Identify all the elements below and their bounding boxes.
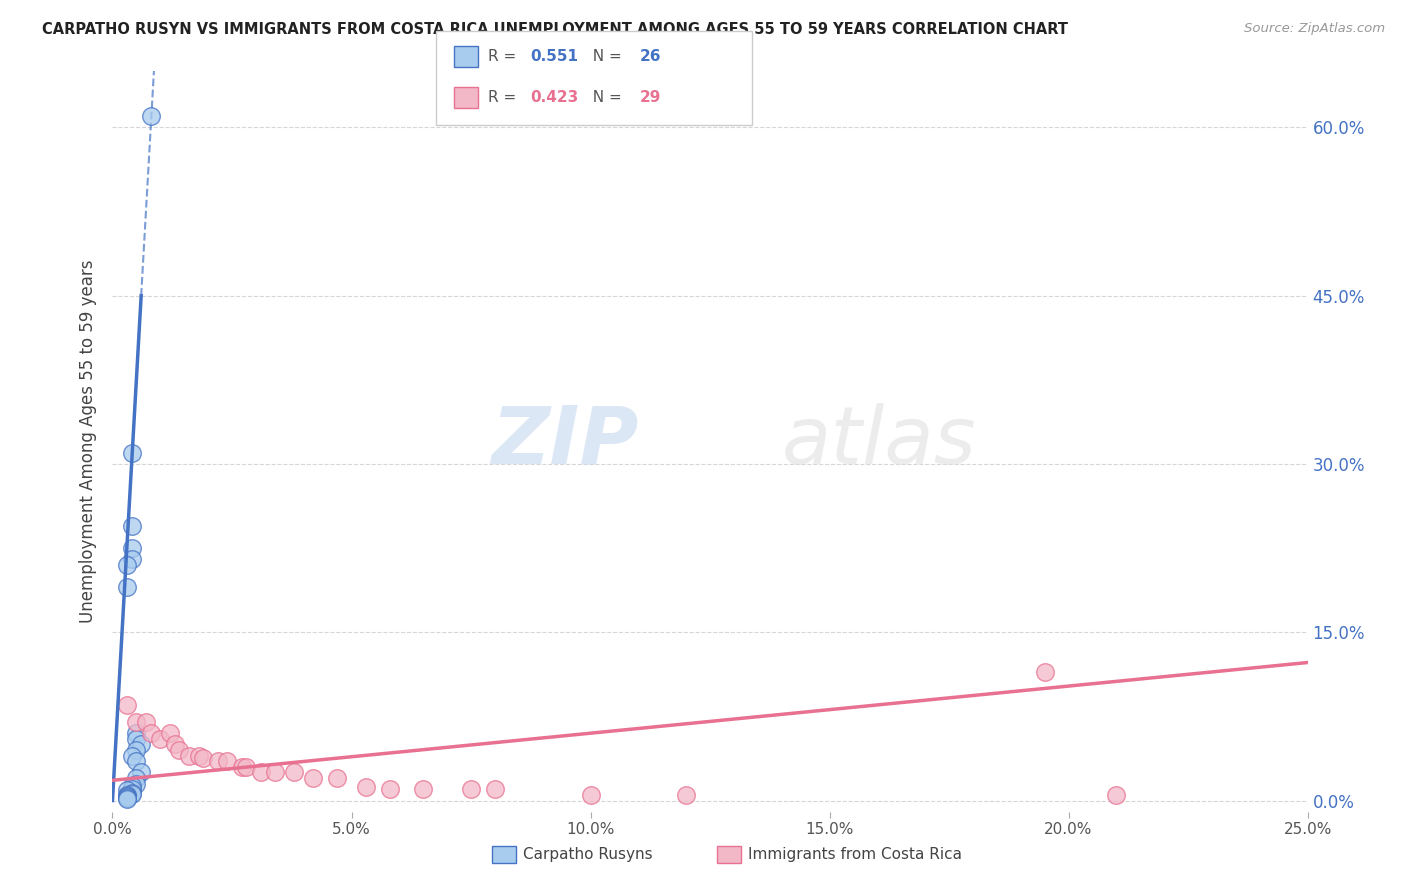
Point	[326, 771, 349, 785]
Point	[149, 731, 172, 746]
Point	[125, 743, 148, 757]
Point	[125, 731, 148, 746]
Point	[378, 782, 401, 797]
Point	[125, 726, 148, 740]
Point	[115, 783, 138, 797]
Point	[121, 782, 143, 797]
Y-axis label: Unemployment Among Ages 55 to 59 years: Unemployment Among Ages 55 to 59 years	[79, 260, 97, 624]
Point	[115, 580, 138, 594]
Point	[121, 446, 143, 460]
Point	[283, 765, 305, 780]
Text: 0.551: 0.551	[530, 49, 578, 63]
Point	[193, 751, 215, 765]
Text: Carpatho Rusyns: Carpatho Rusyns	[523, 847, 652, 862]
Point	[121, 779, 143, 793]
Point	[1033, 665, 1056, 679]
Point	[177, 748, 200, 763]
Text: Immigrants from Costa Rica: Immigrants from Costa Rica	[748, 847, 962, 862]
Point	[354, 780, 377, 794]
Point	[121, 787, 143, 801]
Text: N =: N =	[583, 49, 627, 63]
Text: CARPATHO RUSYN VS IMMIGRANTS FROM COSTA RICA UNEMPLOYMENT AMONG AGES 55 TO 59 YE: CARPATHO RUSYN VS IMMIGRANTS FROM COSTA …	[42, 22, 1069, 37]
Point	[121, 541, 143, 555]
Point	[231, 760, 253, 774]
Point	[115, 698, 138, 713]
Point	[139, 726, 162, 740]
Point	[207, 754, 229, 768]
Point	[484, 782, 506, 797]
Point	[249, 765, 271, 780]
Point	[675, 788, 697, 802]
Point	[121, 748, 143, 763]
Text: ZIP: ZIP	[491, 402, 638, 481]
Point	[115, 789, 138, 803]
Text: 0.423: 0.423	[530, 90, 578, 104]
Point	[1105, 788, 1128, 802]
Point	[125, 777, 148, 791]
Point	[139, 109, 162, 123]
Point	[163, 738, 186, 752]
Point	[169, 743, 191, 757]
Text: 29: 29	[640, 90, 661, 104]
Point	[187, 748, 209, 763]
Point	[115, 788, 138, 802]
Point	[135, 714, 157, 729]
Point	[125, 754, 148, 768]
Text: N =: N =	[583, 90, 627, 104]
Point	[129, 765, 152, 780]
Point	[125, 714, 148, 729]
Point	[235, 760, 257, 774]
Point	[121, 518, 143, 533]
Point	[121, 786, 143, 800]
Point	[115, 791, 138, 805]
Point	[115, 558, 138, 572]
Point	[217, 754, 239, 768]
Text: atlas: atlas	[782, 402, 977, 481]
Point	[125, 771, 148, 785]
Point	[579, 788, 602, 802]
Text: R =: R =	[488, 90, 522, 104]
Point	[264, 765, 287, 780]
Point	[159, 726, 181, 740]
Point	[302, 771, 325, 785]
Text: Source: ZipAtlas.com: Source: ZipAtlas.com	[1244, 22, 1385, 36]
Text: 26: 26	[640, 49, 661, 63]
Text: R =: R =	[488, 49, 522, 63]
Point	[460, 782, 482, 797]
Point	[121, 552, 143, 566]
Point	[129, 738, 152, 752]
Point	[115, 792, 138, 806]
Point	[115, 790, 138, 805]
Point	[412, 782, 434, 797]
